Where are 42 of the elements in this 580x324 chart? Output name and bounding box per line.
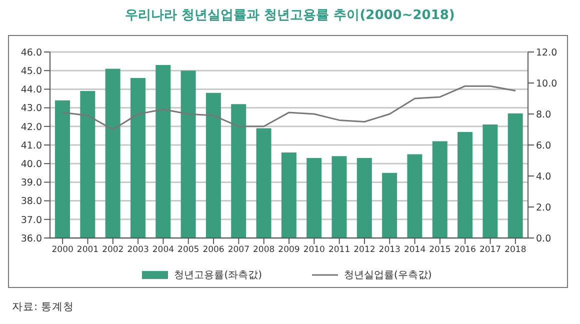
y-tick-label: 44.0: [20, 84, 42, 96]
x-tick-label: 2003: [127, 245, 149, 256]
y-tick-label: 45.0: [20, 66, 42, 77]
x-tick-label: 2016: [454, 245, 476, 256]
x-tick-label: 2001: [76, 245, 99, 256]
x-tick-label: 2012: [354, 245, 376, 256]
x-tick-label: 2002: [102, 245, 124, 256]
legend-label: 청년고용률(좌측값): [174, 269, 262, 282]
y-tick-label: 46.0: [20, 47, 42, 58]
y2-tick-label: 2.0: [536, 202, 552, 214]
y-tick-label: 37.0: [20, 214, 42, 226]
y2-tick-label: 6.0: [536, 140, 552, 152]
text: 자료: 통계청: [12, 300, 74, 314]
x-tick-label: 2011: [328, 245, 350, 256]
x-tick-label: 2009: [278, 245, 300, 256]
y2-tick-label: 12.0: [536, 47, 558, 58]
y2-tick-label: 0.0: [536, 233, 552, 244]
y-tick-label: 38.0: [20, 196, 42, 208]
y-tick-label: 36.0: [20, 233, 42, 244]
x-tick-label: 2018: [504, 245, 526, 256]
x-tick-label: 2004: [152, 245, 174, 256]
x-tick-label: 2013: [378, 245, 400, 256]
y-tick-label: 41.0: [20, 140, 42, 152]
x-tick-label: 2017: [479, 245, 502, 256]
y-tick-label: 43.0: [20, 103, 42, 114]
chart-title: 우리나라 청년실업률과 청년고용률 추이(2000~2018): [124, 7, 456, 24]
line-series: [62, 85, 516, 130]
x-tick-label: 2014: [404, 245, 426, 256]
y-tick-label: 39.0: [20, 178, 42, 189]
y2-tick-label: 10.0: [536, 78, 558, 90]
x-tick-label: 2015: [429, 245, 451, 256]
x-tick-label: 2005: [178, 245, 200, 256]
x-tick-label: 2008: [253, 245, 275, 256]
x-tick-label: 2000: [52, 245, 74, 256]
y2-tick-label: 8.0: [536, 109, 552, 120]
x-tick-label: 2010: [303, 245, 325, 256]
y-tick-label: 42.0: [20, 122, 42, 133]
x-tick-label: 2006: [202, 245, 224, 256]
x-tick-label: 2007: [228, 245, 250, 256]
y-tick-label: 40.0: [20, 158, 42, 170]
y2-tick-label: 4.0: [536, 171, 552, 182]
legend-label: 청년실업률(우측값): [344, 269, 432, 282]
